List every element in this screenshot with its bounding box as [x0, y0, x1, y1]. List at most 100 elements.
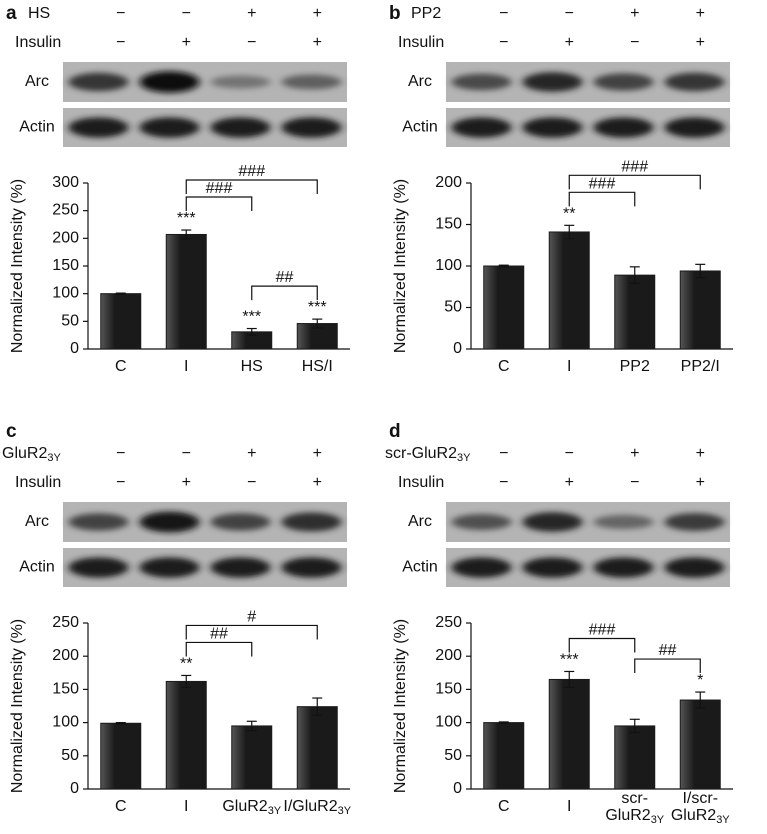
blot-band: [451, 514, 512, 530]
treatment-sign: +: [313, 445, 322, 462]
y-axis-label: Normalized Intensity (%): [392, 619, 409, 793]
blot-band: [664, 513, 725, 531]
y-tick-label: 300: [52, 174, 79, 191]
y-tick-label: 0: [453, 340, 462, 357]
blot-band: [139, 557, 200, 578]
blot-band: [68, 72, 129, 92]
comparison-bracket: [568, 191, 636, 207]
y-tick-label: 200: [435, 174, 462, 191]
x-tick-label: I: [184, 358, 188, 375]
blot-band: [281, 557, 342, 578]
comparison-label: ##: [210, 626, 228, 643]
bar: [614, 725, 656, 790]
bar: [165, 680, 207, 790]
comparison-bracket: [185, 196, 253, 212]
significance: **: [180, 656, 192, 673]
y-tick-label: 50: [444, 747, 462, 764]
treatment-sign: −: [630, 474, 639, 491]
y-tick-label: 0: [70, 340, 79, 357]
significance: **: [563, 206, 575, 223]
treatment-sign: +: [565, 34, 574, 51]
y-tick-label: 100: [52, 714, 79, 731]
y-tick-label: 150: [435, 681, 462, 698]
y-tick-label: 50: [61, 313, 79, 330]
comparison-label: ###: [621, 159, 648, 176]
blot-band: [664, 117, 725, 138]
blot-band: [210, 117, 271, 138]
bar: [100, 722, 142, 790]
blot-band: [522, 117, 583, 138]
x-tick-label: HS: [241, 358, 263, 375]
blot-band: [139, 117, 200, 138]
comparison-label: ###: [589, 176, 616, 193]
blot-band: [139, 71, 200, 93]
treatment-label: Insulin: [398, 474, 444, 491]
comparison-bracket: [185, 624, 318, 640]
treatment-sign: −: [499, 34, 508, 51]
blot-band: [210, 513, 271, 531]
treatment-label: Insulin: [15, 34, 61, 51]
blot-label: Arc: [408, 513, 432, 530]
treatment-sign: −: [182, 445, 191, 462]
y-tick-label: 150: [435, 216, 462, 233]
treatment-sign: −: [247, 34, 256, 51]
treatment-label: Insulin: [398, 34, 444, 51]
panel-label: c: [6, 421, 17, 442]
comparison-label: #: [247, 609, 256, 626]
panel-label: a: [6, 3, 17, 24]
y-tick-label: 100: [435, 714, 462, 731]
blot-band: [281, 74, 342, 90]
comparison-label: ##: [659, 642, 677, 659]
significance: ***: [177, 210, 196, 227]
treatment-label: scr-GluR23Y: [385, 445, 471, 464]
blot-band: [522, 557, 583, 578]
bar: [548, 678, 590, 790]
treatment-sign: +: [313, 34, 322, 51]
significance: ***: [560, 652, 579, 669]
y-axis-label: Normalized Intensity (%): [392, 179, 409, 353]
blot-band: [522, 512, 583, 532]
blot-band: [281, 117, 342, 138]
treatment-sign: −: [247, 474, 256, 491]
comparison-bracket: [185, 179, 318, 195]
y-tick-label: 100: [52, 285, 79, 302]
treatment-label: Insulin: [15, 474, 61, 491]
significance: *: [697, 672, 703, 689]
x-tick-label: C: [115, 798, 127, 815]
blot-band: [593, 73, 654, 91]
x-tick-label: GluR23Y: [222, 798, 281, 817]
blot-band: [522, 72, 583, 92]
x-tick-label: I: [567, 798, 571, 815]
comparison-bracket: [568, 174, 701, 190]
y-tick-label: 0: [453, 780, 462, 797]
blot-band: [281, 512, 342, 532]
blot-band: [593, 514, 654, 530]
x-tick-label: I/scr-GluR23Y: [671, 790, 730, 826]
y-tick-label: 50: [61, 747, 79, 764]
blot-band: [664, 557, 725, 578]
treatment-sign: −: [630, 34, 639, 51]
treatment-sign: −: [499, 5, 508, 22]
treatment-sign: −: [116, 34, 125, 51]
treatment-sign: +: [182, 34, 191, 51]
blot-band: [210, 75, 271, 89]
blot-label: Actin: [402, 559, 438, 576]
bar: [100, 293, 142, 350]
blot-band: [593, 557, 654, 578]
x-tick-label: I/GluR23Y: [283, 798, 351, 817]
blot-band: [664, 72, 725, 92]
y-tick-label: 50: [444, 299, 462, 316]
treatment-sign: +: [630, 5, 639, 22]
x-tick-label: PP2: [620, 358, 650, 375]
treatment-sign: +: [182, 474, 191, 491]
bar: [679, 699, 721, 790]
x-tick-label: PP2/I: [681, 358, 720, 375]
blot-band: [210, 557, 271, 578]
comparison-label: ##: [276, 269, 294, 286]
blot-label: Arc: [25, 513, 49, 530]
comparison-label: ###: [589, 622, 616, 639]
treatment-sign: −: [565, 5, 574, 22]
blot-label: Actin: [19, 119, 55, 136]
treatment-sign: +: [565, 474, 574, 491]
